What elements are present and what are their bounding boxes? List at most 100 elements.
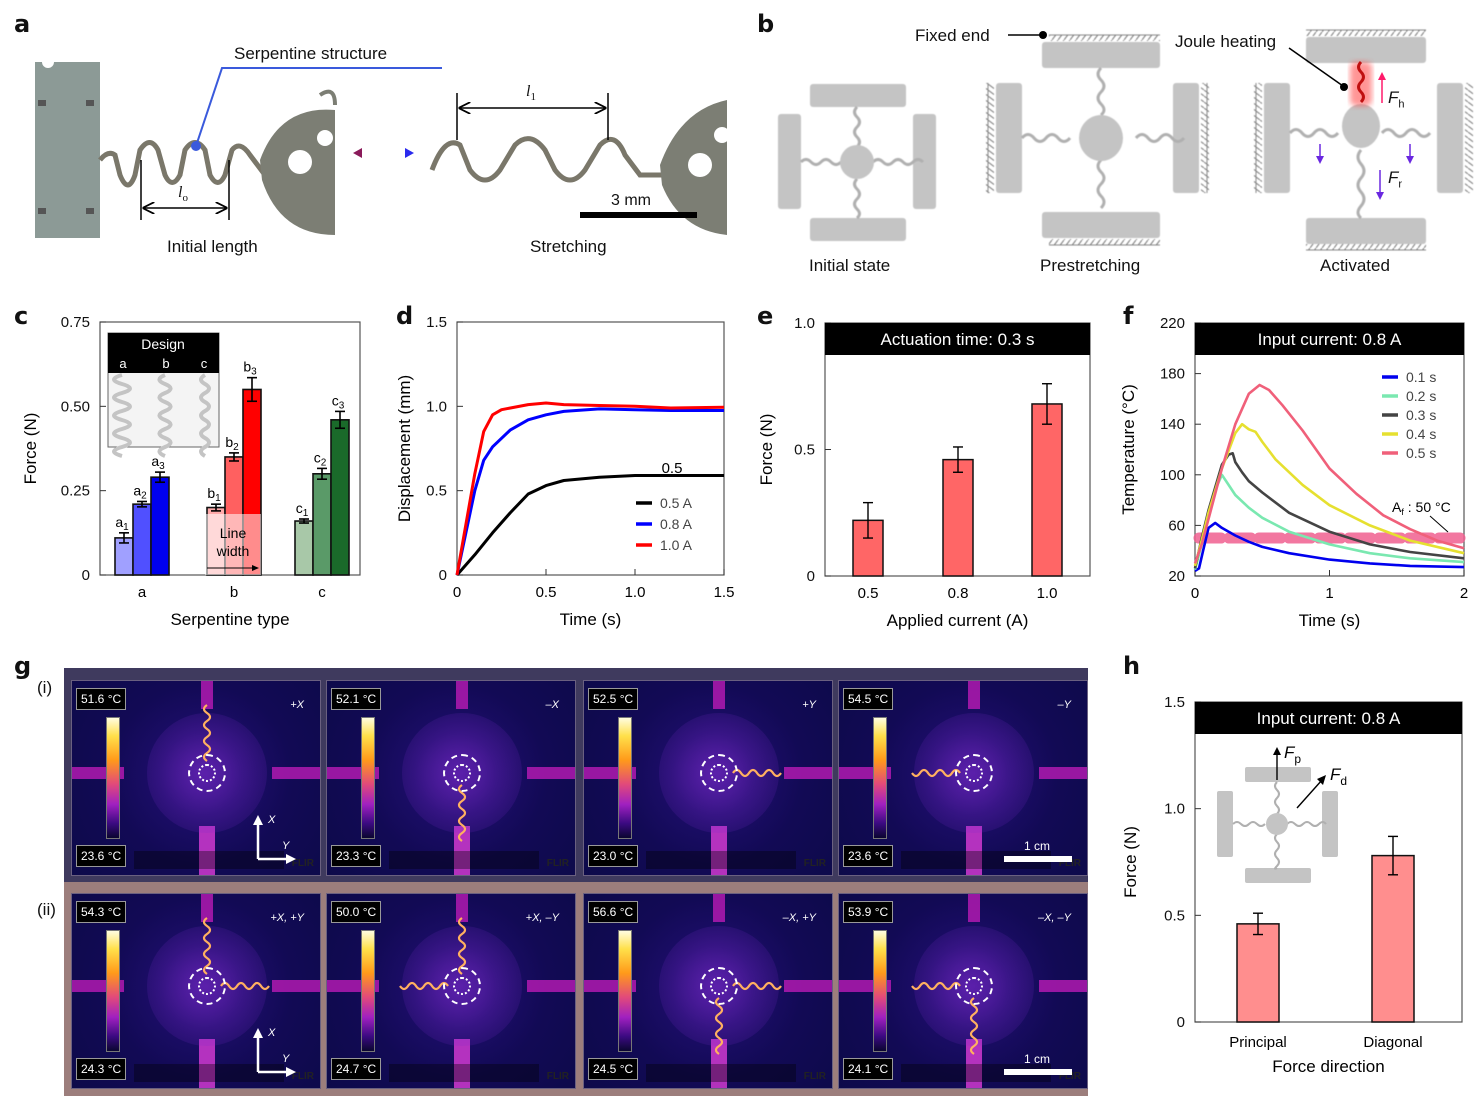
x-axis-label: Force direction xyxy=(1272,1057,1384,1076)
series-line xyxy=(1193,383,1465,564)
title-banner xyxy=(1195,323,1464,355)
panel-label-f: f xyxy=(1123,302,1134,330)
x-tick-label: 0.8 xyxy=(948,585,969,602)
chart-h-force-direction: 0 0.5 1.0 1.5 Force (N) Force direction Input … xyxy=(1121,694,1463,1076)
inner-target-ring xyxy=(710,977,728,995)
panel-b-diagram xyxy=(778,29,1473,251)
series-line xyxy=(455,407,724,576)
joule-heating-label: Joule heating xyxy=(1175,32,1277,51)
colorbar xyxy=(106,717,120,839)
design-column-label: b xyxy=(162,356,169,371)
actuation-direction-label: +X xyxy=(290,699,304,711)
bar xyxy=(132,503,152,576)
device-arm-bottom xyxy=(454,826,470,875)
x-tick-label: 0 xyxy=(1191,585,1199,602)
device-arm-right xyxy=(527,767,575,779)
flir-status-strip xyxy=(901,851,1051,869)
actuation-direction-label: –X, –Y xyxy=(1037,912,1071,924)
inner-target-ring xyxy=(453,764,471,782)
x-tick-label: 1.0 xyxy=(625,584,646,601)
design-inset-header xyxy=(108,333,219,373)
flir-status-strip xyxy=(901,1064,1051,1082)
flir-logo: FLIR xyxy=(1058,1071,1081,1082)
inset-spring-vertical xyxy=(1274,781,1280,870)
flir-status-strip xyxy=(134,851,284,869)
x-tick-label: 1.5 xyxy=(714,584,735,601)
x-tick-label: Principal xyxy=(1229,1034,1287,1051)
device-arm-bottom xyxy=(966,1039,982,1088)
fr-label: Fr xyxy=(1388,168,1403,191)
thermal-image: 50.0 °C 24.7 °C +X, –Y FLIR xyxy=(326,893,576,1089)
max-temp-readout: 51.6 °C xyxy=(76,688,127,710)
inset-bar-bottom xyxy=(1245,868,1311,883)
y-tick-label: 0 xyxy=(807,568,815,585)
xy-axis-indicator: X Y xyxy=(253,1027,296,1077)
bar-label: b2 xyxy=(225,434,239,453)
max-temp-readout: 50.0 °C xyxy=(331,901,382,923)
design-column-label: c xyxy=(201,356,208,371)
bar-label: b3 xyxy=(243,359,257,378)
fp-label: Fp xyxy=(1284,743,1301,766)
line-width-overlay xyxy=(205,514,261,575)
flir-logo: FLIR xyxy=(803,858,826,869)
bar-label: a2 xyxy=(133,482,147,501)
legend-label: 0.8 A xyxy=(660,516,693,532)
l0-label: lo xyxy=(178,184,188,205)
x-tick-label: Diagonal xyxy=(1363,1034,1422,1051)
min-temp-readout: 24.5 °C xyxy=(588,1058,639,1080)
y-tick-label: 1.0 xyxy=(1164,801,1185,818)
x-axis-label: Applied current (A) xyxy=(887,611,1029,630)
outer-target-ring xyxy=(700,754,738,792)
y-tick-label: 0 xyxy=(1177,1014,1185,1031)
actuation-direction-label: +Y xyxy=(802,699,816,711)
legend-label: 0.1 s xyxy=(1406,369,1436,385)
inner-target-ring xyxy=(965,764,983,782)
colorbar xyxy=(106,930,120,1052)
scale-bar-a xyxy=(580,212,697,218)
actuation-direction-label: –X xyxy=(545,699,559,711)
heated-serpentine-trace xyxy=(732,768,782,778)
chart-title: Input current: 0.8 A xyxy=(1257,709,1401,728)
thermal-image: 51.6 °C 23.6 °C +X FLIR X Y xyxy=(71,680,321,876)
title-banner xyxy=(825,323,1090,355)
device-arm-right xyxy=(784,767,832,779)
x-tick-label: 0.5 xyxy=(536,584,557,601)
fd-label: Fd xyxy=(1330,765,1347,788)
device-arm-right xyxy=(784,980,832,992)
design-inset-title: Design xyxy=(141,336,185,352)
fd-arrowhead xyxy=(1317,775,1326,785)
max-temp-readout: 54.5 °C xyxy=(843,688,894,710)
svg-text:X: X xyxy=(267,814,276,826)
min-temp-readout: 24.1 °C xyxy=(843,1058,894,1080)
device-arm-bottom xyxy=(711,1039,727,1088)
bar-label: c2 xyxy=(314,449,327,468)
heated-serpentine-trace xyxy=(202,704,212,762)
bar xyxy=(1236,923,1280,1023)
thermal-image: 56.6 °C 24.5 °C –X, +Y FLIR xyxy=(583,893,833,1089)
colorbar xyxy=(618,717,632,839)
y-tick-label: 0.25 xyxy=(61,483,90,500)
outer-target-ring xyxy=(188,754,226,792)
y-tick-label: 1.5 xyxy=(1164,694,1185,711)
panel-a-photo xyxy=(35,56,730,238)
bar-label: b1 xyxy=(207,485,221,504)
device-arm-right xyxy=(1039,767,1087,779)
design-column-label: a xyxy=(119,356,127,371)
legend-label: 0.4 s xyxy=(1406,426,1436,442)
thermal-image: 54.3 °C 24.3 °C +X, +Y FLIR X Y xyxy=(71,893,321,1089)
scale-bar-label-g: 1 cm xyxy=(1024,839,1051,853)
x-axis-label: Serpentine type xyxy=(170,610,289,629)
flir-logo: FLIR xyxy=(1058,858,1081,869)
y-tick-label: 0 xyxy=(439,567,447,584)
panel-label-h: h xyxy=(1123,652,1141,680)
inset-hub xyxy=(1266,813,1288,835)
panel-label-e: e xyxy=(757,302,774,330)
flir-logo: FLIR xyxy=(803,1071,826,1082)
min-temp-readout: 23.0 °C xyxy=(588,845,639,867)
flir-logo: FLIR xyxy=(291,858,314,869)
inner-target-ring xyxy=(198,977,216,995)
joule-heating-pointer xyxy=(1288,47,1344,87)
scale-bar-g xyxy=(1004,856,1072,862)
actuation-direction-label: +X, –Y xyxy=(525,912,559,924)
